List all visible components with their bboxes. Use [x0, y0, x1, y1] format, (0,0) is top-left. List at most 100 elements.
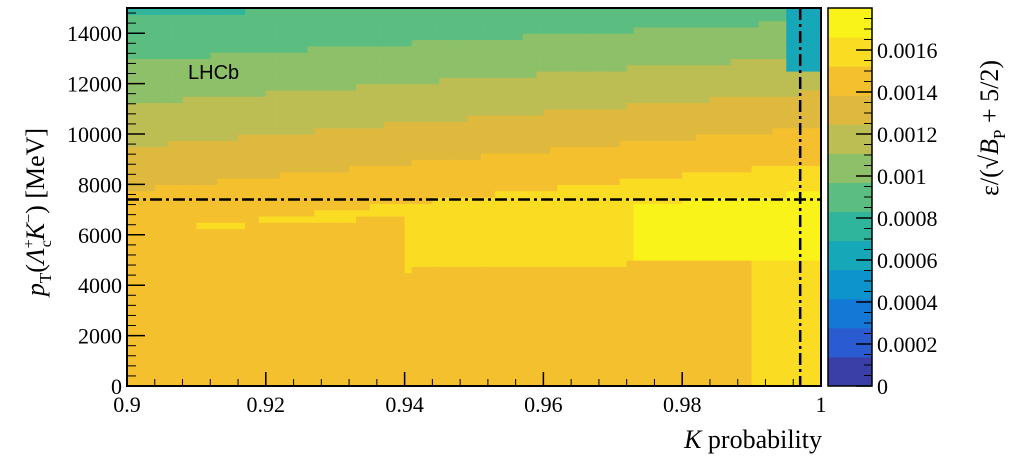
heatmap-cell	[508, 77, 517, 85]
heatmap-cell	[591, 323, 600, 330]
heatmap-cell	[342, 304, 350, 311]
heatmap-cell	[536, 39, 544, 47]
heatmap-cell	[307, 33, 315, 41]
heatmap-cell	[397, 134, 406, 141]
heatmap-cell	[675, 171, 683, 179]
heatmap-cell	[231, 140, 239, 148]
heatmap-cell	[217, 291, 225, 299]
heatmap-cell	[515, 159, 524, 167]
heatmap-cell	[571, 190, 579, 198]
heatmap-cell	[328, 316, 336, 324]
heatmap-cell	[265, 14, 274, 22]
heatmap-cell	[668, 291, 676, 299]
heatmap-cell	[321, 316, 329, 324]
heatmap-cell	[265, 89, 274, 97]
heatmap-cell	[224, 115, 232, 122]
heatmap-cell	[494, 64, 503, 72]
heatmap-cell	[467, 379, 475, 387]
heatmap-cell	[605, 58, 614, 66]
heatmap-cell	[605, 304, 614, 311]
heatmap-cell	[571, 52, 579, 59]
heatmap-cell	[161, 209, 170, 217]
heatmap-cell	[147, 33, 156, 41]
heatmap-cell	[432, 45, 440, 53]
heatmap-cell	[376, 152, 385, 160]
heatmap-cell	[210, 373, 218, 381]
heatmap-cell	[307, 367, 315, 374]
heatmap-cell	[321, 146, 329, 154]
heatmap-cell	[543, 178, 551, 185]
heatmap-cell	[682, 253, 690, 261]
heatmap-cell	[619, 222, 628, 230]
heatmap-cell	[397, 115, 406, 122]
heatmap-cell	[272, 134, 281, 141]
heatmap-cell	[654, 379, 662, 387]
heatmap-cell	[591, 291, 600, 299]
heatmap-cell	[231, 329, 239, 337]
heatmap-cell	[390, 234, 399, 242]
heatmap-cell	[550, 146, 558, 154]
heatmap-cell	[238, 190, 246, 198]
heatmap-cell	[418, 247, 427, 255]
heatmap-cell	[133, 52, 142, 59]
heatmap-cell	[619, 102, 628, 110]
heatmap-cell	[272, 291, 281, 299]
heatmap-cell	[203, 140, 211, 148]
heatmap-cell	[356, 367, 364, 374]
heatmap-cell	[342, 348, 350, 356]
heatmap-cell	[293, 209, 302, 217]
heatmap-cell	[182, 89, 191, 97]
heatmap-cell	[168, 197, 177, 204]
heatmap-cell	[508, 83, 517, 91]
heatmap-cell	[397, 64, 406, 72]
heatmap-cell	[557, 134, 565, 141]
heatmap-cell	[550, 348, 558, 356]
heatmap-cell	[161, 8, 170, 15]
heatmap-cell	[328, 20, 336, 28]
heatmap-cell	[231, 379, 239, 387]
heatmap-cell	[564, 190, 572, 198]
heatmap-cell	[154, 241, 163, 248]
heatmap-cell	[439, 253, 447, 261]
heatmap-cell	[369, 190, 378, 198]
heatmap-cell	[432, 341, 440, 349]
heatmap-cell	[376, 178, 385, 185]
heatmap-cell	[397, 291, 406, 299]
heatmap-cell	[480, 58, 489, 66]
heatmap-cell	[591, 159, 600, 167]
heatmap-cell	[342, 379, 350, 387]
heatmap-cell	[578, 329, 586, 337]
heatmap-cell	[418, 33, 427, 41]
heatmap-cell	[175, 45, 184, 53]
heatmap-cell	[390, 329, 399, 337]
heatmap-cell	[550, 83, 558, 91]
heatmap-cell	[127, 33, 135, 41]
heatmap-cell	[474, 190, 482, 198]
heatmap-cell	[522, 297, 531, 305]
heatmap-cell	[578, 20, 586, 28]
heatmap-cell	[585, 329, 593, 337]
heatmap-cell	[300, 52, 309, 59]
heatmap-cell	[633, 335, 642, 343]
heatmap-cell	[682, 266, 690, 274]
heatmap-cell	[307, 171, 315, 179]
heatmap-cell	[453, 310, 461, 318]
heatmap-cell	[501, 341, 510, 349]
heatmap-cell	[626, 379, 635, 387]
heatmap-cell	[640, 354, 649, 362]
heatmap-cell	[161, 178, 170, 185]
heatmap-cell	[446, 203, 454, 211]
heatmap-cell	[418, 241, 427, 248]
heatmap-cell	[175, 272, 184, 280]
heatmap-cell	[244, 146, 253, 154]
heatmap-cell	[494, 71, 503, 78]
heatmap-cell	[494, 348, 503, 356]
heatmap-cell	[203, 373, 211, 381]
heatmap-cell	[411, 247, 420, 255]
heatmap-cell	[536, 228, 544, 236]
heatmap-cell	[508, 335, 517, 343]
heatmap-cell	[536, 146, 544, 154]
heatmap-cell	[383, 253, 392, 261]
heatmap-cell	[203, 159, 211, 167]
heatmap-cell	[189, 354, 197, 362]
